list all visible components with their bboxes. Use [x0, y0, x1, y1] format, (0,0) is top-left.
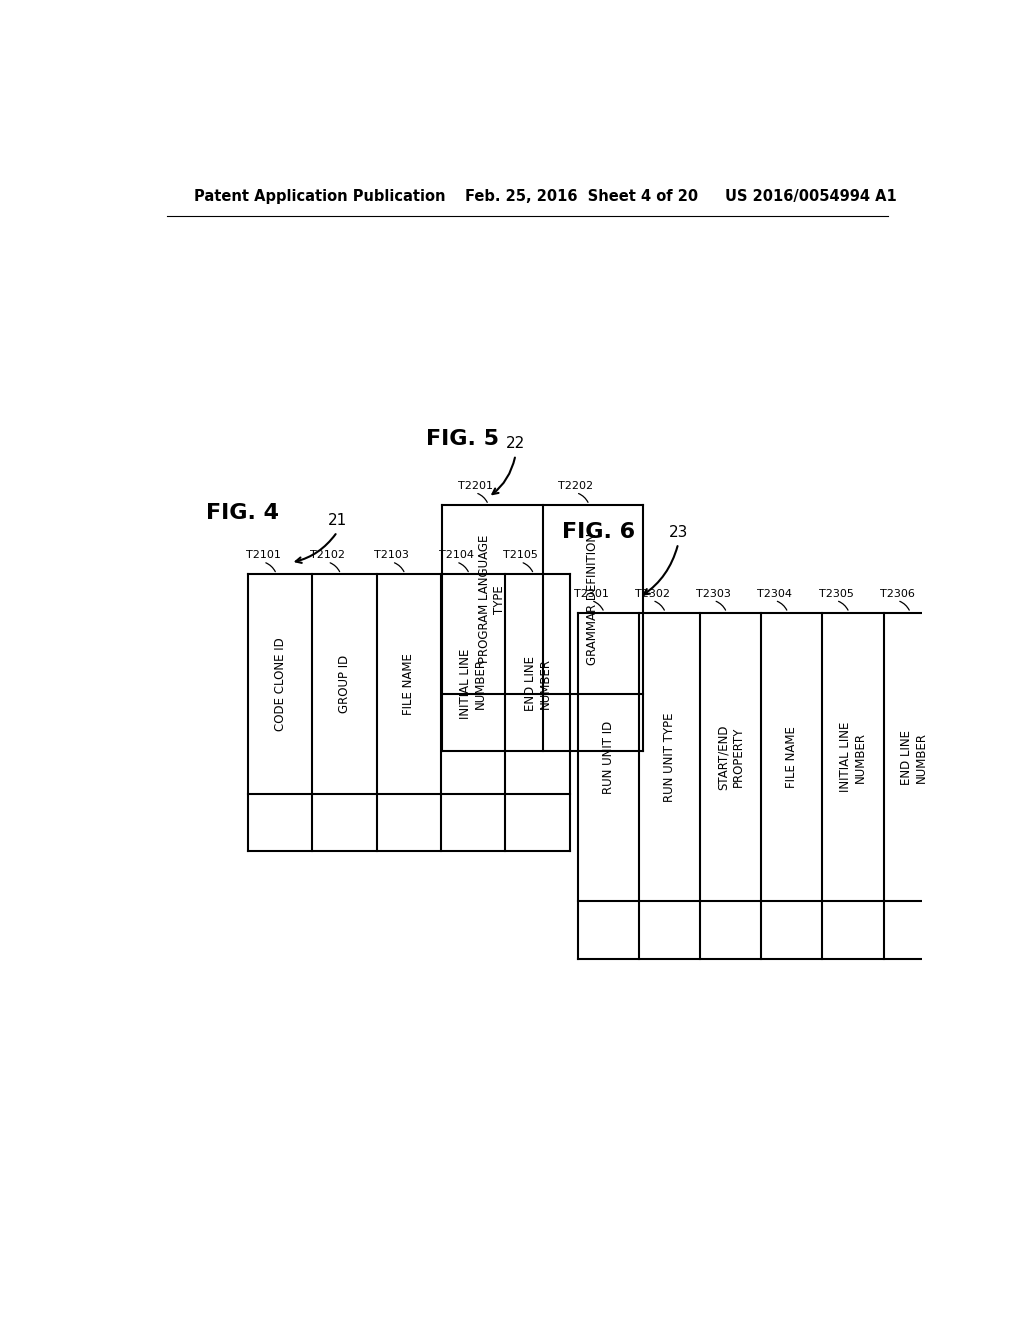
- Text: US 2016/0054994 A1: US 2016/0054994 A1: [725, 189, 896, 205]
- Text: RUN UNIT ID: RUN UNIT ID: [602, 721, 614, 793]
- Text: 22: 22: [506, 436, 525, 451]
- Text: FIG. 5: FIG. 5: [426, 429, 500, 449]
- Text: 21: 21: [328, 513, 347, 528]
- Text: END LINE
NUMBER: END LINE NUMBER: [900, 730, 928, 784]
- Text: FILE NAME: FILE NAME: [402, 653, 416, 715]
- Text: FILE NAME: FILE NAME: [785, 726, 799, 788]
- Text: T2201: T2201: [458, 480, 493, 491]
- Text: INITIAL LINE
NUMBER: INITIAL LINE NUMBER: [459, 648, 487, 719]
- Text: Feb. 25, 2016  Sheet 4 of 20: Feb. 25, 2016 Sheet 4 of 20: [465, 189, 698, 205]
- Text: T2303: T2303: [696, 589, 731, 599]
- Text: T2301: T2301: [573, 589, 608, 599]
- Text: T2304: T2304: [757, 589, 793, 599]
- Text: T2306: T2306: [880, 589, 914, 599]
- Text: T2102: T2102: [310, 550, 345, 561]
- Text: INITIAL LINE
NUMBER: INITIAL LINE NUMBER: [839, 722, 867, 792]
- Text: 23: 23: [669, 524, 688, 540]
- Text: FIG. 4: FIG. 4: [206, 503, 279, 523]
- Text: T2302: T2302: [635, 589, 670, 599]
- Text: Patent Application Publication: Patent Application Publication: [194, 189, 445, 205]
- Text: GROUP ID: GROUP ID: [338, 655, 351, 713]
- Text: FIG. 6: FIG. 6: [562, 521, 635, 541]
- Text: END LINE
NUMBER: END LINE NUMBER: [523, 656, 552, 711]
- Text: T2104: T2104: [438, 550, 474, 561]
- Text: RUN UNIT TYPE: RUN UNIT TYPE: [663, 713, 676, 801]
- Text: T2103: T2103: [375, 550, 410, 561]
- Text: T2105: T2105: [503, 550, 538, 561]
- Text: START/END
PROPERTY: START/END PROPERTY: [717, 725, 744, 789]
- Text: GRAMMAR DEFINITION: GRAMMAR DEFINITION: [587, 533, 599, 665]
- Text: PROGRAM LANGUAGE
TYPE: PROGRAM LANGUAGE TYPE: [478, 535, 506, 664]
- Text: T2202: T2202: [558, 480, 594, 491]
- Text: T2101: T2101: [246, 550, 281, 561]
- Text: CODE CLONE ID: CODE CLONE ID: [273, 638, 287, 731]
- Text: T2305: T2305: [818, 589, 853, 599]
